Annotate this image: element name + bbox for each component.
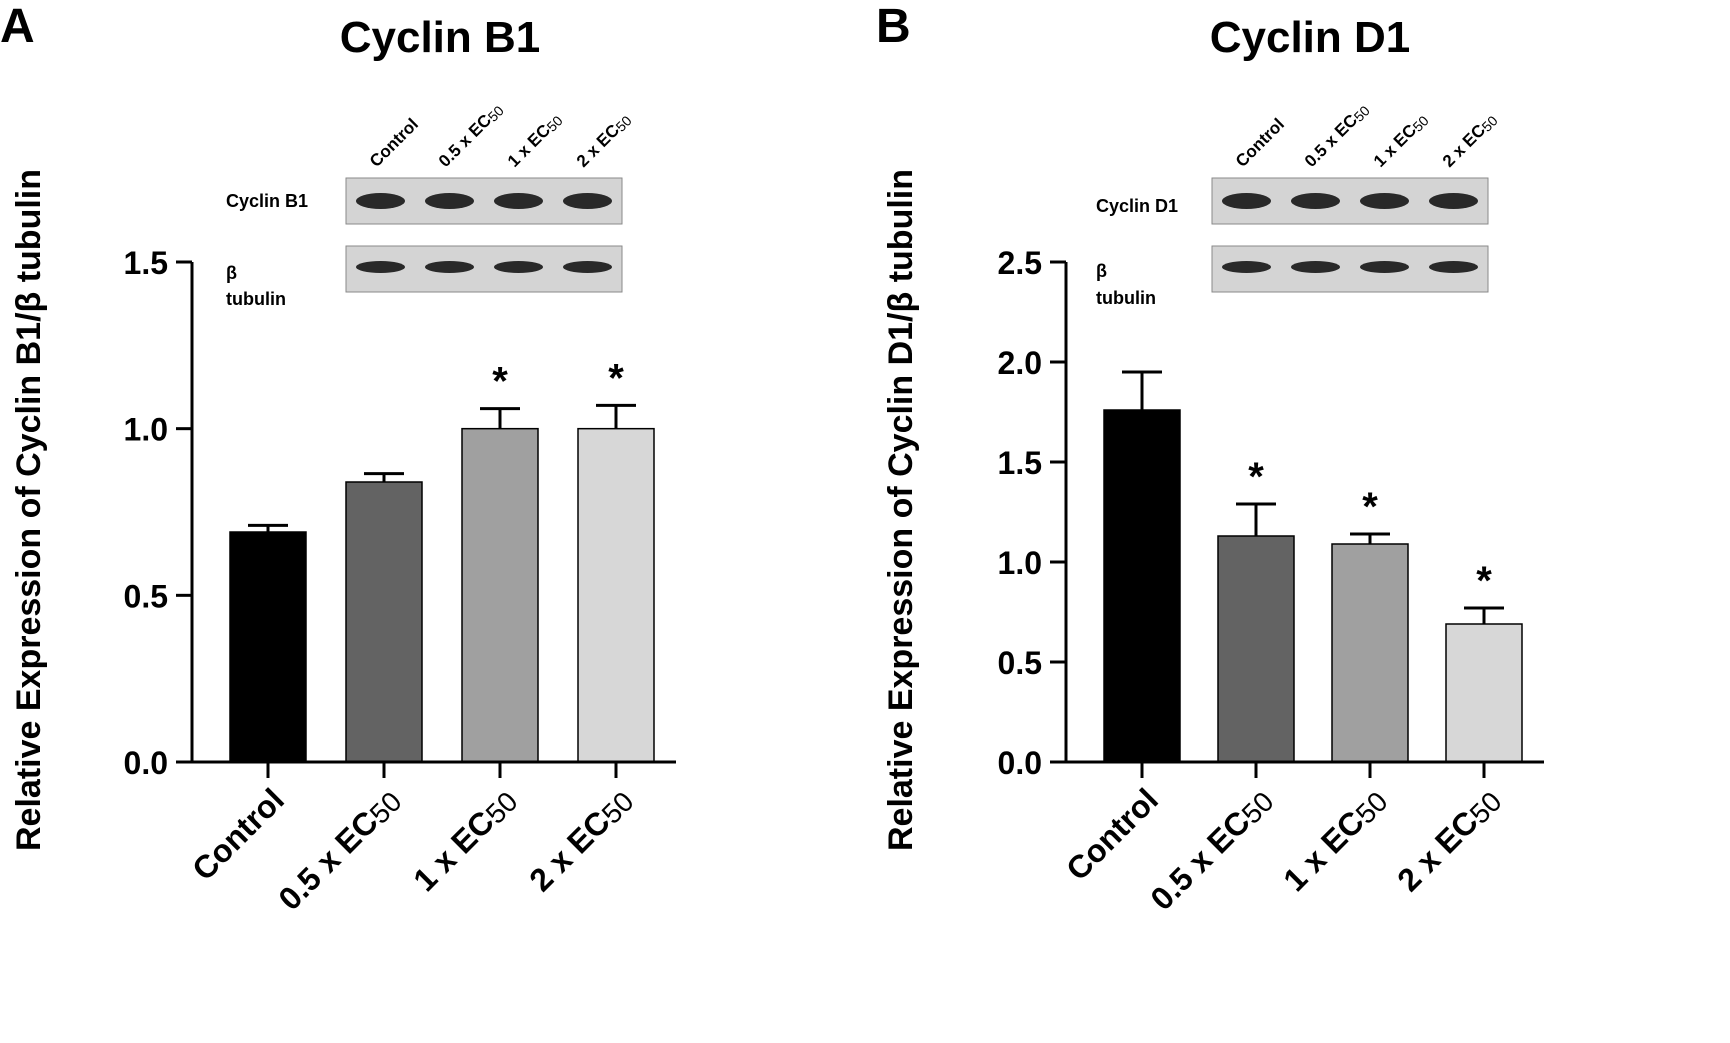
blot-band: [425, 261, 474, 273]
bar: [577, 427, 655, 763]
bar: [345, 481, 423, 763]
bar: [1217, 535, 1295, 763]
blot-band: [563, 193, 612, 209]
blot-row-label: Cyclin D1: [1096, 196, 1178, 216]
blot-band: [425, 193, 474, 209]
chart-panel-b: B Cyclin D1 Relative Expression of Cyclin …: [876, 0, 1544, 917]
blot-band: [563, 261, 612, 273]
panel-label: B: [876, 0, 911, 53]
y-tick-label: 0.5: [998, 645, 1042, 681]
blot-band: [1429, 261, 1478, 273]
y-tick-label: 0.5: [124, 578, 168, 614]
blot-band: [1291, 193, 1340, 209]
bar: [1103, 409, 1181, 763]
y-tick-label: 1.0: [998, 545, 1042, 581]
y-tick-label: 1.5: [998, 445, 1042, 481]
blot-lane-label: 0.5 x EC50: [435, 99, 507, 171]
x-tick-label: 0.5 x EC50: [1143, 781, 1279, 917]
x-tick-label: 2 x EC50: [1390, 781, 1507, 898]
significance-marker: *: [608, 356, 624, 400]
significance-marker: *: [1362, 485, 1378, 529]
y-axis-label: Relative Expression of Cyclin D1/β tubul…: [882, 169, 920, 851]
blot-lane-label: 2 x EC50: [573, 109, 635, 171]
blot-row-label: β: [226, 263, 237, 283]
y-axis-label: Relative Expression of Cyclin B1/β tubul…: [10, 169, 48, 851]
blot-band: [1222, 261, 1271, 273]
x-tick-label: Control: [185, 781, 291, 887]
blot-band: [356, 261, 405, 273]
blot-band: [494, 261, 543, 273]
y-tick-label: 2.0: [998, 345, 1042, 381]
blot-row-label: β: [1096, 261, 1107, 281]
x-tick-label: 1 x EC50: [406, 781, 523, 898]
blot-lane-label: 2 x EC50: [1439, 109, 1501, 171]
significance-marker: *: [1476, 559, 1492, 603]
blot-band: [1360, 261, 1409, 273]
x-tick-label: 2 x EC50: [522, 781, 639, 898]
x-tick-label: Control: [1059, 781, 1165, 887]
y-tick-label: 1.0: [124, 412, 168, 448]
y-tick-label: 0.0: [124, 745, 168, 781]
blot-row-label: tubulin: [226, 289, 286, 309]
y-tick-label: 0.0: [998, 745, 1042, 781]
significance-marker: *: [492, 360, 508, 404]
y-tick-label: 1.5: [124, 245, 168, 281]
chart-title: Cyclin D1: [1210, 13, 1411, 62]
blot-lane-label: Control: [366, 115, 422, 171]
blot-lane-label: 0.5 x EC50: [1301, 99, 1373, 171]
blot-row-label: Cyclin B1: [226, 191, 308, 211]
blot-row-label: tubulin: [1096, 288, 1156, 308]
panel-label: A: [0, 0, 35, 53]
blot-lane-label: 1 x EC50: [1370, 109, 1432, 171]
bar: [1331, 543, 1409, 763]
blot-band: [1222, 193, 1271, 209]
blot-band: [1429, 193, 1478, 209]
y-tick-label: 2.5: [998, 245, 1042, 281]
x-tick-label: 1 x EC50: [1276, 781, 1393, 898]
blot-band: [1291, 261, 1340, 273]
blot-band: [356, 193, 405, 209]
blot-lane-label: 1 x EC50: [504, 109, 566, 171]
chart-panel-a: A Cyclin B1 Relative Expression of Cyclin …: [0, 0, 676, 917]
chart-title: Cyclin B1: [340, 13, 541, 62]
bar: [229, 531, 307, 763]
blot-lane-label: Control: [1232, 115, 1288, 171]
blot-band: [1360, 193, 1409, 209]
bar: [1445, 623, 1523, 763]
bar: [461, 427, 539, 763]
significance-marker: *: [1248, 455, 1264, 499]
blot-band: [494, 193, 543, 209]
x-tick-label: 0.5 x EC50: [271, 781, 407, 917]
